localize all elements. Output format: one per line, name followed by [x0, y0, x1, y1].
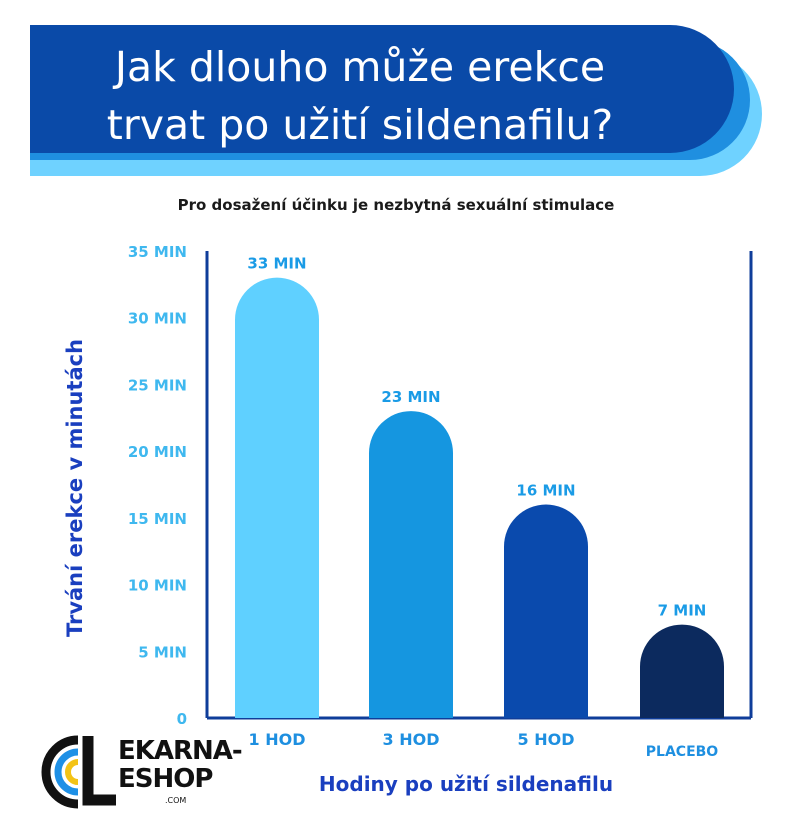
- chart-title: Jak dlouho může erekce trvat po užití si…: [40, 38, 680, 154]
- bar: [504, 504, 588, 718]
- y-tick-label: 20 MIN: [128, 443, 187, 461]
- x-tick-label: PLACEBO: [646, 744, 719, 760]
- y-tick-label: 30 MIN: [128, 310, 187, 328]
- bar: [235, 277, 319, 718]
- logo-mark-icon: [41, 735, 116, 809]
- ekarna-eshop-logo: EKARNA- ESHOP .COM: [38, 730, 258, 815]
- x-axis-title: Hodiny po užití sildenafilu: [319, 772, 613, 796]
- y-tick-label: 35 MIN: [128, 243, 187, 261]
- data-label: 33 MIN: [247, 255, 306, 273]
- x-tick-label: 1 HOD: [249, 730, 306, 749]
- data-label: 16 MIN: [516, 482, 575, 500]
- title-banner: [30, 25, 762, 176]
- logo-text-line-2: ESHOP: [118, 764, 213, 794]
- logo-text-line-3: .COM: [165, 796, 187, 805]
- title-line-2: trvat po užití sildenafilu?: [106, 101, 614, 149]
- y-tick-label: 15 MIN: [128, 510, 187, 528]
- y-tick-label: 10 MIN: [128, 577, 187, 595]
- chart-subtitle: Pro dosažení účinku je nezbytná sexuální…: [177, 196, 615, 214]
- y-axis-title: Trvání erekce v minutách: [63, 339, 87, 637]
- title-line-1: Jak dlouho může erekce: [114, 43, 606, 91]
- bar: [640, 624, 724, 718]
- x-tick-label: 5 HOD: [518, 730, 575, 749]
- y-tick-label: 5 MIN: [138, 643, 187, 661]
- y-tick-label: 0: [177, 710, 187, 728]
- data-label: 23 MIN: [381, 388, 440, 406]
- x-tick-label: 3 HOD: [383, 730, 440, 749]
- bar: [369, 411, 453, 718]
- y-tick-label: 25 MIN: [128, 376, 187, 394]
- data-label: 7 MIN: [658, 602, 707, 620]
- logo-text-line-1: EKARNA-: [118, 736, 243, 766]
- banner-dark-layer: [30, 25, 734, 153]
